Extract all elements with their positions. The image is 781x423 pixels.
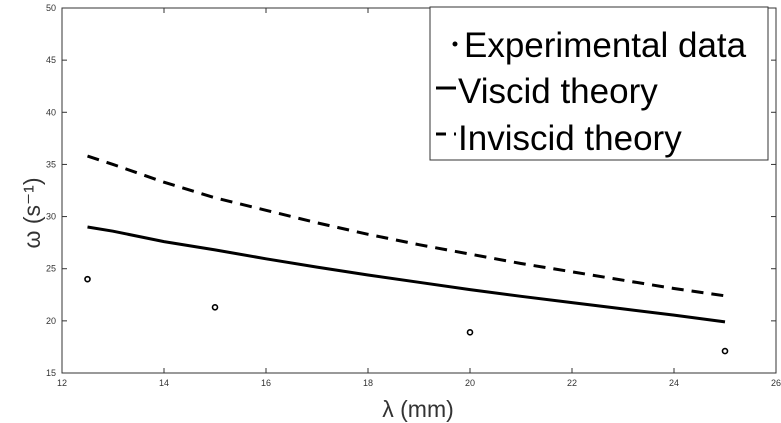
y-tick-label: 15 bbox=[46, 368, 56, 378]
legend-label-viscid: Viscid theory bbox=[458, 72, 658, 111]
experimental-data-point bbox=[211, 303, 219, 311]
y-tick-label: 45 bbox=[46, 55, 56, 65]
y-tick-label: 30 bbox=[46, 212, 56, 222]
x-tick-label: 22 bbox=[567, 378, 577, 388]
experimental-data-point bbox=[84, 275, 91, 283]
x-tick-label: 26 bbox=[771, 378, 781, 388]
x-axis-label: λ (mm) bbox=[382, 396, 454, 422]
legend-label-inviscid: Inviscid theory bbox=[458, 119, 682, 158]
y-axis-label: ω (s⁻¹) bbox=[19, 178, 45, 249]
x-tick-label: 12 bbox=[57, 378, 67, 388]
x-tick-label: 14 bbox=[159, 378, 169, 388]
legend-label-experimental: Experimental data bbox=[464, 26, 747, 65]
y-tick-label: 40 bbox=[46, 107, 56, 117]
experimental-data-point bbox=[721, 347, 729, 355]
x-tick-label: 24 bbox=[669, 378, 679, 388]
x-tick-label: 16 bbox=[261, 378, 271, 388]
y-tick-label: 35 bbox=[46, 159, 56, 169]
x-tick-label: 20 bbox=[465, 378, 475, 388]
plot-frame bbox=[61, 7, 777, 374]
legend: Experimental data Viscid theory Inviscid… bbox=[429, 6, 769, 161]
y-tick-label: 20 bbox=[46, 316, 56, 326]
legend-box bbox=[429, 6, 769, 161]
x-tick-label: 18 bbox=[363, 378, 373, 388]
plot-area bbox=[84, 154, 729, 355]
inviscid-theory-line bbox=[87, 154, 726, 298]
experimental-data-point bbox=[466, 329, 474, 336]
y-tick-label: 50 bbox=[46, 3, 56, 13]
legend-marker-experimental bbox=[452, 41, 458, 47]
y-tick-label: 25 bbox=[46, 264, 56, 274]
viscid-theory-line bbox=[87, 225, 726, 324]
